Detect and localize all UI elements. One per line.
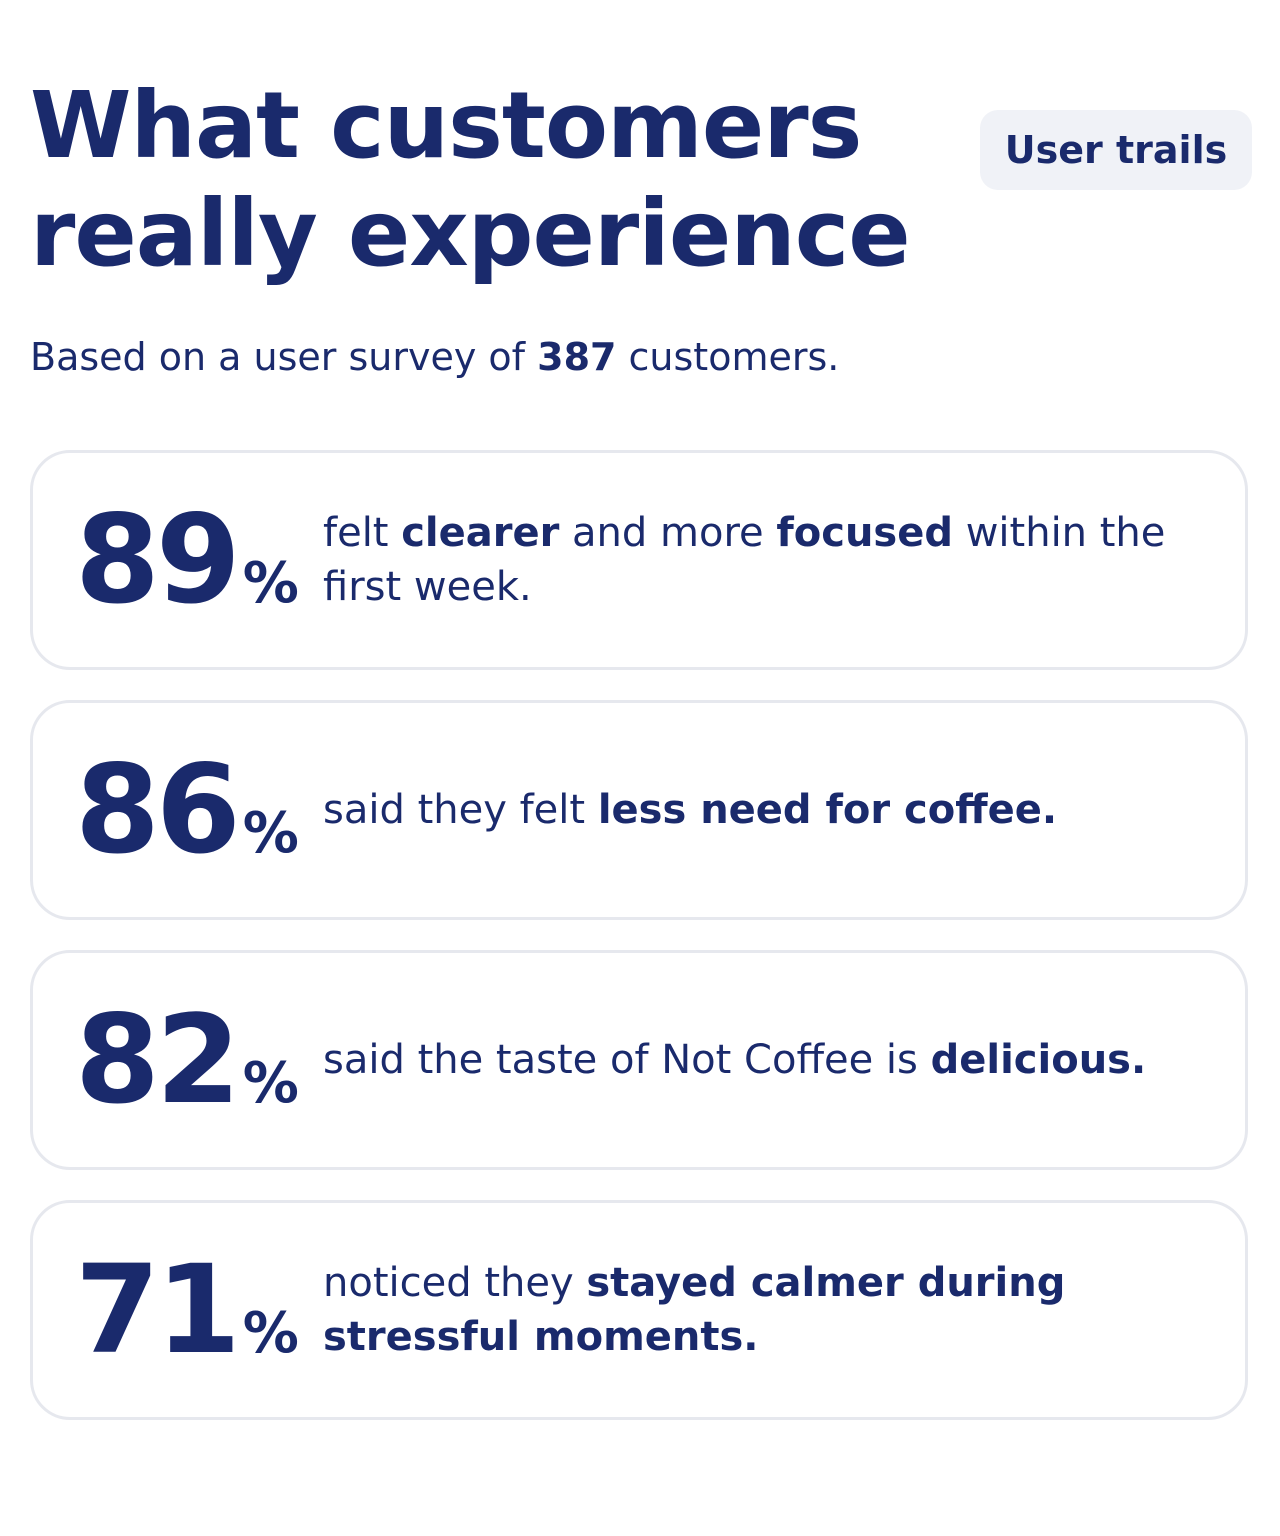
text: said they felt <box>323 787 598 833</box>
text: Based on a user survey of <box>30 335 538 379</box>
text: felt <box>323 510 402 556</box>
stat-list: 89% felt clearer and more focused within … <box>30 450 1248 1450</box>
bold-text: 387 <box>537 335 617 379</box>
stat-description: said the taste of Not Coffee is deliciou… <box>323 1033 1183 1087</box>
bold-text: delicious. <box>930 1037 1147 1083</box>
stat-card: 71% noticed they stayed calmer during str… <box>30 1200 1248 1420</box>
stat-card: 86% said they felt less need for coffee. <box>30 700 1248 920</box>
bold-text: stayed calmer during stressful moments. <box>323 1260 1066 1360</box>
text: noticed they <box>323 1260 587 1306</box>
stat-value: 82 <box>75 989 241 1131</box>
stat-card: 82% said the taste of Not Coffee is delic… <box>30 950 1248 1170</box>
bold-text: clearer <box>401 510 560 556</box>
stat-figure: 71% <box>75 1249 323 1371</box>
stat-unit: % <box>242 1301 299 1366</box>
stat-description: felt clearer and more focused within the… <box>323 506 1183 614</box>
stat-unit: % <box>242 1051 299 1116</box>
bold-text: less need for coffee. <box>597 787 1058 833</box>
stat-card: 89% felt clearer and more focused within … <box>30 450 1248 670</box>
text: within the first week. <box>323 510 1166 610</box>
stat-unit: % <box>242 551 299 616</box>
text: said the taste of Not Coffee is <box>323 1037 931 1083</box>
badge[interactable]: User trails <box>980 110 1252 190</box>
stat-value: 71 <box>75 1239 241 1381</box>
stat-unit: % <box>242 801 299 866</box>
stat-value: 89 <box>75 489 241 631</box>
title: What customers really experience <box>30 72 911 287</box>
stat-figure: 89% <box>75 499 323 621</box>
stat-figure: 82% <box>75 999 323 1121</box>
stat-description: noticed they stayed calmer during stress… <box>323 1256 1183 1364</box>
stat-value: 86 <box>75 739 241 881</box>
stat-figure: 86% <box>75 749 323 871</box>
stat-description: said they felt less need for coffee. <box>323 783 1183 837</box>
text: and more <box>559 510 777 556</box>
bold-text: focused <box>776 510 953 556</box>
text: customers. <box>616 335 840 379</box>
subtitle: Based on a user survey of 387 customers. <box>30 330 839 384</box>
